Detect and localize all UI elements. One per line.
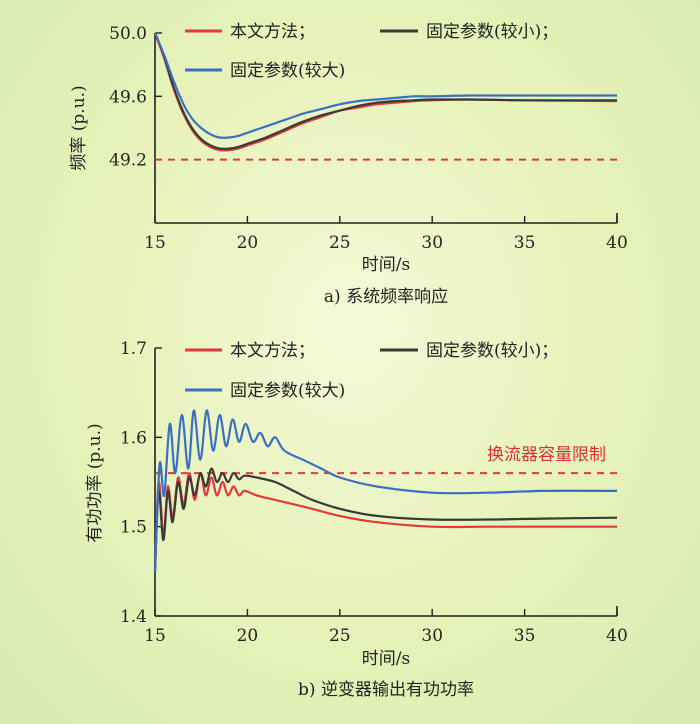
series-line bbox=[153, 32, 617, 150]
series-lines bbox=[153, 409, 618, 572]
legend-label: 固定参数(较小)； bbox=[426, 22, 558, 42]
legend-label: 固定参数(较小)； bbox=[426, 341, 558, 361]
x-tick-label: 25 bbox=[329, 233, 351, 253]
x-tick-label: 15 bbox=[144, 233, 166, 253]
series-lines bbox=[153, 32, 618, 161]
x-tick-label: 15 bbox=[144, 626, 166, 646]
capacity-limit-label: 换流器容量限制 bbox=[487, 445, 606, 465]
legend-label: 本文方法； bbox=[230, 341, 315, 361]
legend-label: 固定参数(较大) bbox=[230, 61, 345, 81]
y-tick-label: 50.0 bbox=[109, 24, 147, 44]
y-tick-label: 1.4 bbox=[120, 607, 147, 627]
x-tick-label: 20 bbox=[237, 626, 259, 646]
x-tick-label: 40 bbox=[606, 233, 628, 253]
panel-b: 1.4 1.5 1.6 1.7 15 20 25 30 35 40 有功功率 (p.u.) 时间… bbox=[85, 339, 628, 700]
x-axis-title: 时间/s bbox=[362, 649, 410, 669]
y-tick-label: 1.5 bbox=[120, 518, 147, 538]
series-line bbox=[153, 467, 618, 572]
x-tick-label: 40 bbox=[606, 626, 628, 646]
legend-label: 固定参数(较大) bbox=[230, 381, 345, 401]
x-tick-label: 30 bbox=[421, 233, 443, 253]
series-line bbox=[153, 409, 618, 572]
series-line bbox=[153, 32, 617, 139]
series-line bbox=[153, 32, 618, 152]
y-tick-label: 49.6 bbox=[109, 87, 147, 107]
x-tick-label: 35 bbox=[514, 626, 536, 646]
panel-a: 49.2 49.6 50.0 15 20 25 30 35 40 频率 (p.u.) 时间/s… bbox=[69, 22, 628, 307]
y-axis-title: 频率 (p.u.) bbox=[69, 85, 89, 170]
panel-caption: b) 逆变器输出有功功率 bbox=[298, 680, 474, 700]
y-ticks: 49.2 49.6 50.0 bbox=[109, 24, 162, 171]
legend: 本文方法； 固定参数(较小)； 固定参数(较大) bbox=[185, 22, 558, 81]
y-ticks: 1.4 1.5 1.6 1.7 bbox=[120, 339, 162, 627]
x-tick-label: 35 bbox=[514, 233, 536, 253]
legend: 本文方法； 固定参数(较小)； 固定参数(较大) bbox=[185, 341, 558, 401]
x-tick-label: 25 bbox=[329, 626, 351, 646]
legend-label: 本文方法； bbox=[230, 22, 315, 42]
x-tick-label: 20 bbox=[237, 233, 259, 253]
x-ticks: 15 20 25 30 35 40 bbox=[144, 216, 628, 253]
y-axis-title: 有功功率 (p.u.) bbox=[85, 423, 105, 542]
y-tick-label: 1.7 bbox=[120, 339, 147, 359]
x-tick-label: 30 bbox=[421, 626, 443, 646]
y-tick-label: 49.2 bbox=[109, 151, 147, 171]
panel-caption: a) 系统频率响应 bbox=[324, 287, 448, 307]
x-axis-title: 时间/s bbox=[362, 255, 410, 275]
x-ticks: 15 20 25 30 35 40 bbox=[144, 609, 628, 646]
y-tick-label: 1.6 bbox=[120, 428, 147, 448]
